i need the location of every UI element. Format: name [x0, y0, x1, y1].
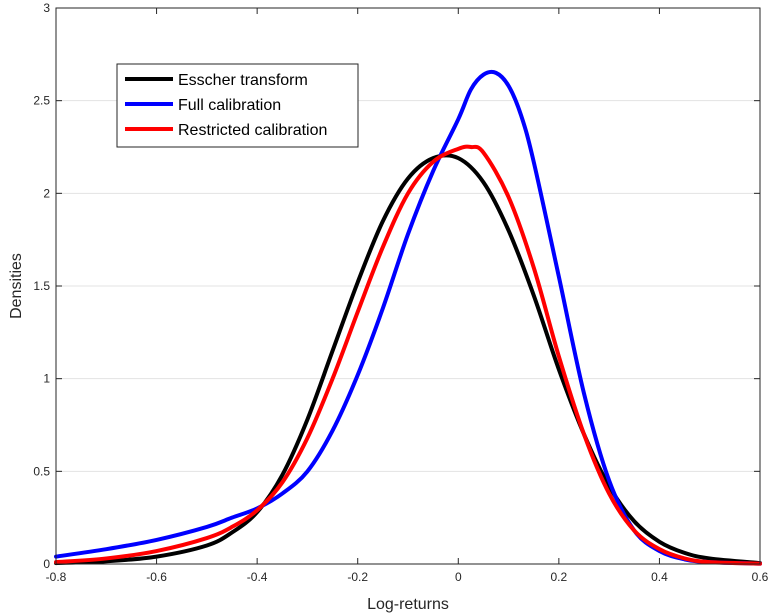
y-tick-label: 2	[43, 186, 50, 200]
y-tick-label: 2.5	[33, 94, 50, 108]
y-tick-label: 1.5	[33, 279, 50, 293]
y-tick-label: 0.5	[33, 464, 50, 478]
x-tick-label: -0.2	[347, 570, 368, 584]
legend: Esscher transform Full calibration Restric…	[116, 63, 359, 148]
x-axis-label: Log-returns	[367, 596, 449, 613]
y-tick-label: 1	[43, 372, 50, 386]
legend-label: Restricted calibration	[178, 122, 327, 139]
legend-label: Esscher transform	[178, 72, 308, 89]
restricted-calibration-line	[54, 144, 762, 566]
x-axis-ticks: -0.8 -0.6 -0.4 -0.2 0 0.2 0.4 0.6	[46, 8, 769, 584]
y-axis-ticks: 0 0.5 1 1.5 2 2.5 3	[33, 1, 760, 571]
x-tick-label: -0.8	[46, 570, 67, 584]
x-tick-label: -0.6	[146, 570, 167, 584]
x-tick-label: -0.4	[247, 570, 268, 584]
x-tick-label: 0	[455, 570, 462, 584]
x-tick-label: 0.4	[651, 570, 668, 584]
y-tick-label: 3	[43, 1, 50, 15]
y-tick-label: 0	[43, 557, 50, 571]
series-lines	[54, 69, 762, 566]
esscher-transform-line	[54, 153, 762, 566]
x-tick-label: 0.2	[551, 570, 568, 584]
x-tick-label: 0.6	[752, 570, 769, 584]
full-calibration-line	[54, 69, 762, 566]
legend-label: Full calibration	[178, 97, 281, 114]
y-axis-label: Densities	[8, 253, 25, 319]
